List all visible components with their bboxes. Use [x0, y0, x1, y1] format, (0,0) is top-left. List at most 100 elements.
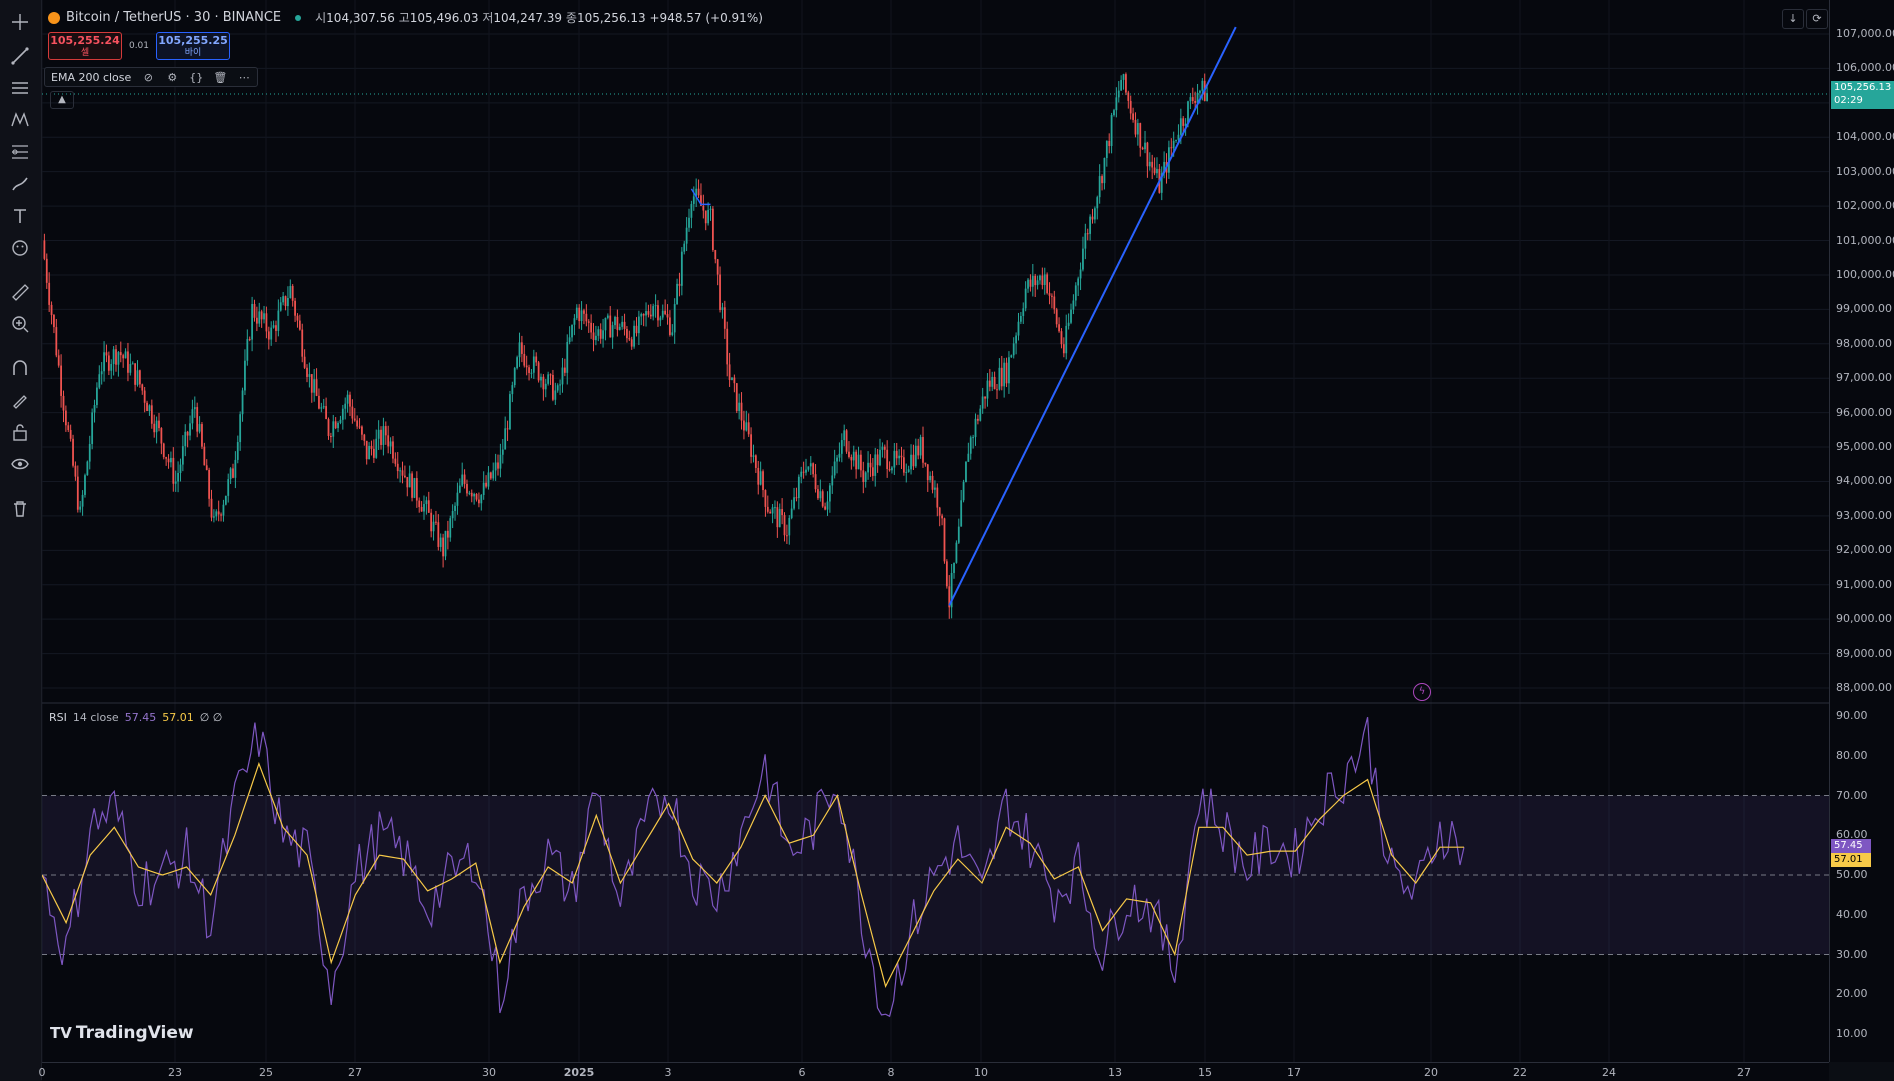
sell-button[interactable]: 105,255.24 셀 [48, 32, 122, 60]
candle-body [399, 470, 402, 472]
candle-body [1053, 296, 1056, 310]
download-icon[interactable]: ↓ [1782, 9, 1804, 29]
candle-body [1139, 123, 1142, 148]
candle-body [382, 426, 385, 445]
zoom-in-icon[interactable] [5, 310, 35, 338]
candle-body [917, 445, 920, 456]
ruler-tool-icon[interactable] [5, 278, 35, 306]
more-icon[interactable]: ⋯ [238, 70, 250, 84]
candle-body [1010, 355, 1013, 358]
candle-body [267, 331, 270, 340]
candle-body [912, 454, 915, 467]
time-axis[interactable]: 0 23 25 27 30 2025 3 6 8 10 13 15 17 20 22 24 27 [39, 1062, 1829, 1081]
candle-body [1105, 140, 1108, 158]
candle-body [552, 375, 554, 400]
candle-body [1058, 324, 1060, 332]
candle-body [439, 537, 442, 547]
candle-body [814, 474, 817, 490]
price-axis-label: 102,000.00 [1836, 199, 1894, 213]
candle-body [138, 370, 141, 385]
rsi-axis-label: 50.00 [1836, 868, 1868, 881]
candle-body [275, 325, 277, 331]
candle-body [346, 394, 349, 404]
rsi-legend[interactable]: RSI 14 close 57.45 57.01 ∅ ∅ [49, 711, 222, 724]
candle-body [356, 420, 359, 427]
candle-body [528, 367, 530, 373]
symbol-title[interactable]: Bitcoin / TetherUS · 30 · BINANCE [66, 10, 282, 25]
candle-body [389, 441, 392, 447]
candle-body [1031, 275, 1034, 287]
candle-body [451, 510, 454, 519]
price-axis-label: 91,000.00 [1836, 577, 1892, 591]
annotation-mark [690, 188, 711, 206]
candle-body [358, 426, 361, 428]
candle-body [239, 414, 242, 443]
ema-label[interactable]: EMA 200 close [51, 70, 132, 84]
text-tool-icon[interactable] [5, 202, 35, 230]
candle-body [860, 454, 862, 471]
candle-body [258, 311, 261, 324]
bitcoin-logo-icon [48, 11, 60, 24]
event-lightning-icon[interactable]: ϟ [1413, 683, 1431, 701]
pattern-tool-icon[interactable] [5, 106, 35, 134]
brush-tool-icon[interactable] [5, 170, 35, 198]
candle-body [506, 428, 509, 430]
candle-body [112, 349, 115, 364]
candle-body [812, 463, 815, 475]
price-axis[interactable]: 107,000.00106,000.00105,000.00104,000.00… [1829, 0, 1894, 1062]
horizontal-lines-tool-icon[interactable] [5, 74, 35, 102]
ema-indicator-legend[interactable]: EMA 200 close ⊘ ⚙ {} 🗑 ⋯ [44, 67, 259, 87]
candle-body [809, 463, 812, 467]
candle-body [556, 385, 559, 391]
candle-body [380, 429, 382, 445]
trendline-tool-icon[interactable] [5, 42, 35, 70]
eye-icon[interactable] [5, 450, 35, 478]
candle-body [700, 195, 702, 206]
open-value: 104,307.56 [326, 11, 395, 25]
time-axis-label: 10 [974, 1066, 988, 1079]
price-axis-label: 88,000.00 [1836, 681, 1892, 694]
candle-body [833, 461, 836, 476]
fib-tool-icon[interactable] [5, 138, 35, 166]
chart-area[interactable] [41, 0, 1829, 1062]
candle-body [707, 209, 710, 224]
tradingview-text: TradingView [75, 1023, 194, 1043]
candle-body [900, 455, 903, 458]
chart-canvas[interactable] [41, 0, 1829, 1062]
candle-body [313, 379, 316, 393]
crosshair-tool-icon[interactable] [5, 8, 35, 36]
source-code-icon[interactable]: {} [189, 70, 204, 84]
trade-panel: 105,255.24 셀 0.01 105,255.25 바이 [48, 32, 230, 60]
trash-icon[interactable] [5, 494, 35, 522]
rsi-axis-label: 70.00 [1836, 788, 1868, 802]
candle-body [1005, 362, 1008, 384]
refresh-icon[interactable]: ⟳ [1806, 9, 1828, 29]
magnet-icon[interactable] [5, 354, 35, 382]
candle-body [1062, 344, 1065, 354]
rsi-axis-label: 40.00 [1836, 907, 1868, 921]
candle-body [1077, 278, 1080, 286]
candle-body [1172, 140, 1175, 149]
candle-body [1098, 176, 1101, 198]
candle-body [84, 475, 86, 495]
settings-icon[interactable]: ⚙ [167, 70, 178, 84]
candle-body [406, 477, 409, 488]
eye-hidden-icon[interactable]: ⊘ [143, 70, 153, 84]
delete-icon[interactable]: 🗑 [213, 70, 228, 84]
candle-body [979, 408, 982, 421]
candle-body [635, 325, 638, 334]
emoji-tool-icon[interactable] [5, 234, 35, 262]
candle-body [743, 420, 745, 431]
close-label: 종 [565, 11, 577, 25]
collapse-legend-button[interactable]: ▲ [50, 91, 74, 109]
candle-body [86, 461, 89, 476]
market-status-icon [295, 14, 302, 21]
buy-button[interactable]: 105,255.25 바이 [156, 32, 230, 60]
candle-body [852, 451, 855, 461]
lock-drawing-icon[interactable] [5, 386, 35, 414]
candle-body [1017, 321, 1020, 336]
candle-body [60, 365, 62, 396]
high-label: 고 [398, 11, 410, 25]
candle-body [993, 376, 996, 390]
lock-icon[interactable] [5, 418, 35, 446]
